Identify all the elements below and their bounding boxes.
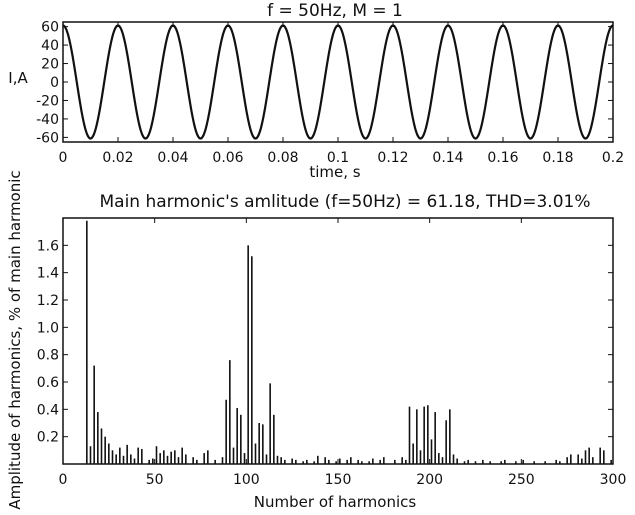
harmonics-plot-area: [62, 217, 614, 465]
harmonics-y-tick-label: 1.0: [37, 320, 59, 336]
waveform-x-tick-label: 0: [59, 150, 68, 166]
harmonics-x-tick-label: 0: [59, 472, 68, 488]
harmonics-y-tick-label: 0.8: [37, 348, 59, 364]
waveform-y-tick-label: -20: [36, 93, 59, 109]
waveform-series-line: [62, 24, 614, 140]
waveform-x-tick-label: 0.04: [157, 150, 188, 166]
waveform-y-tick-label: 20: [41, 57, 59, 73]
waveform-x-tick-label: 0.18: [542, 150, 573, 166]
waveform-plot-area: [62, 21, 614, 143]
waveform-x-tick-label: 0.1: [327, 150, 349, 166]
harmonics-x-tick-label: 200: [416, 472, 443, 488]
harmonics-x-tick-label: 250: [508, 472, 535, 488]
waveform-chart: f = 50Hz, M = 1 60 40 20 0 -20 -40 -60 0 0.02 0.…: [8, 1, 624, 181]
waveform-y-tick-label: 0: [50, 75, 59, 91]
waveform-y-tick-label: -60: [36, 130, 59, 146]
harmonics-x-ticks: 0 50 100 150 200 250 300: [59, 218, 627, 488]
harmonics-y-tick-label: 0.6: [37, 375, 59, 391]
harmonics-y-tick-label: 1.6: [37, 238, 59, 254]
harmonics-y-axis-label: Amplitude of harmonics, % of main harmon…: [6, 170, 24, 509]
harmonics-x-axis-label: Number of harmonics: [254, 493, 417, 511]
harmonics-y-tick-label: 1.2: [37, 293, 59, 309]
waveform-x-tick-label: 0.2: [602, 150, 624, 166]
waveform-y-tick-label: 60: [41, 20, 59, 36]
waveform-y-ticks: 60 40 20 0 -20 -40 -60: [36, 20, 613, 146]
harmonics-x-tick-label: 300: [600, 472, 627, 488]
harmonics-x-tick-label: 50: [146, 472, 164, 488]
waveform-x-tick-label: 0.06: [212, 150, 243, 166]
harmonics-y-tick-label: 0.4: [37, 402, 59, 418]
waveform-y-tick-label: -40: [36, 112, 59, 128]
waveform-x-tick-label: 0.08: [267, 150, 298, 166]
harmonics-y-ticks: 1.6 1.4 1.2 1.0 0.8 0.6 0.4 0.2: [37, 238, 613, 446]
waveform-y-tick-label: 40: [41, 38, 59, 54]
waveform-x-tick-label: 0.14: [432, 150, 463, 166]
waveform-x-tick-label: 0.12: [377, 150, 408, 166]
harmonics-y-tick-label: 0.2: [37, 430, 59, 446]
waveform-x-tick-label: 0.02: [102, 150, 133, 166]
waveform-y-axis-label: I,A: [8, 69, 28, 87]
harmonics-y-tick-label: 1.4: [37, 266, 59, 282]
harmonics-title: Main harmonic's amlitude (f=50Hz) = 61.1…: [100, 192, 591, 212]
waveform-x-tick-label: 0.16: [487, 150, 518, 166]
waveform-x-ticks: 0 0.02 0.04 0.06 0.08 0.1 0.12 0.14 0.16 0.18 0.2: [59, 22, 624, 166]
waveform-x-axis-label: time, s: [309, 163, 360, 181]
harmonics-x-tick-label: 150: [325, 472, 352, 488]
harmonics-chart: Main harmonic's amlitude (f=50Hz) = 61.1…: [6, 170, 626, 511]
harmonics-x-tick-label: 100: [233, 472, 260, 488]
harmonics-bars: [86, 220, 612, 464]
waveform-title: f = 50Hz, M = 1: [267, 1, 403, 21]
